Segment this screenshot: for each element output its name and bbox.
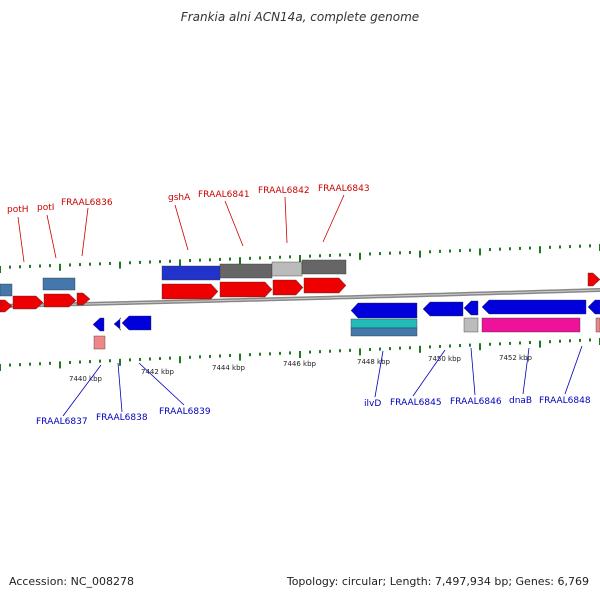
gene-block xyxy=(463,317,479,333)
gene-block xyxy=(350,327,418,337)
gene-label-forward: FRAAL6836 xyxy=(61,198,113,208)
forward-cds xyxy=(219,281,273,298)
reverse-cds xyxy=(92,317,105,332)
label-leader xyxy=(46,214,57,259)
label-leader xyxy=(62,364,102,417)
label-leader xyxy=(412,349,446,397)
gene-label-forward: FRAAL6841 xyxy=(198,190,250,200)
topology-text: Topology: circular; Length: 7,497,934 bp… xyxy=(286,575,589,588)
reverse-cds xyxy=(350,302,418,319)
forward-cds xyxy=(587,272,600,287)
accession-text: Accession: NC_008278 xyxy=(9,575,135,588)
gene-label-reverse: FRAAL6845 xyxy=(390,398,442,408)
forward-cds xyxy=(272,279,304,296)
gene-block xyxy=(301,259,347,275)
forward-cds xyxy=(76,292,91,306)
label-leader xyxy=(174,204,189,251)
gene-block xyxy=(0,283,13,297)
label-leader xyxy=(117,362,123,413)
forward-cds xyxy=(0,299,13,313)
ruler-tick-label: 7452 kbp xyxy=(499,354,533,362)
label-leader xyxy=(374,350,384,398)
gene-label-forward: FRAAL6843 xyxy=(318,184,370,194)
gene-label-forward: FRAAL6842 xyxy=(258,186,310,196)
gene-block xyxy=(161,265,221,281)
label-leader xyxy=(17,216,25,263)
ruler-tick-label: 7446 kbp xyxy=(283,360,317,368)
reverse-cds xyxy=(481,299,587,315)
gene-label-forward: gshA xyxy=(168,193,191,203)
gene-block xyxy=(481,317,581,333)
label-leader xyxy=(564,345,583,395)
forward-cds xyxy=(161,283,219,300)
forward-cds xyxy=(303,277,347,294)
ruler-tick-label: 7450 kbp xyxy=(428,355,462,363)
label-leader xyxy=(224,200,244,247)
label-leader xyxy=(322,194,345,243)
reverse-cds xyxy=(463,300,479,316)
forward-cds xyxy=(43,293,77,308)
gene-label-reverse: ilvD xyxy=(364,399,381,409)
reverse-cds xyxy=(121,315,152,331)
gene-label-reverse: FRAAL6838 xyxy=(96,413,148,423)
gene-label-reverse: FRAAL6846 xyxy=(450,397,502,407)
reverse-cds xyxy=(422,301,464,317)
genome-title: Frankia alni ACN14a, complete genome xyxy=(180,10,420,24)
gene-block xyxy=(595,317,600,333)
gene-label-reverse: dnaB xyxy=(509,396,532,406)
gene-label-forward: potH xyxy=(7,205,29,215)
gene-block xyxy=(219,263,273,279)
gene-block xyxy=(350,318,418,329)
label-leader xyxy=(470,347,476,396)
ruler-tick-label: 7444 kbp xyxy=(212,364,246,372)
label-leader xyxy=(138,362,185,406)
gene-block xyxy=(42,277,76,291)
label-leader xyxy=(522,347,530,395)
reverse-cds xyxy=(587,299,600,315)
gene-block xyxy=(271,261,303,277)
ruler-tick-label: 7442 kbp xyxy=(141,368,175,376)
ruler-tick-label: 7440 kbp xyxy=(69,375,103,383)
label-leader xyxy=(284,196,288,244)
gene-label-reverse: FRAAL6837 xyxy=(36,417,88,427)
label-leader xyxy=(81,207,89,257)
gene-block xyxy=(93,335,106,350)
forward-cds xyxy=(12,295,44,310)
gene-label-forward: potI xyxy=(37,203,54,213)
reverse-cds xyxy=(113,317,122,331)
ruler-tick-label: 7448 kbp xyxy=(357,358,391,366)
gene-label-reverse: FRAAL6839 xyxy=(159,407,211,417)
gene-label-reverse: FRAAL6848 xyxy=(539,396,591,406)
genome-backbone-highlight xyxy=(0,289,600,307)
